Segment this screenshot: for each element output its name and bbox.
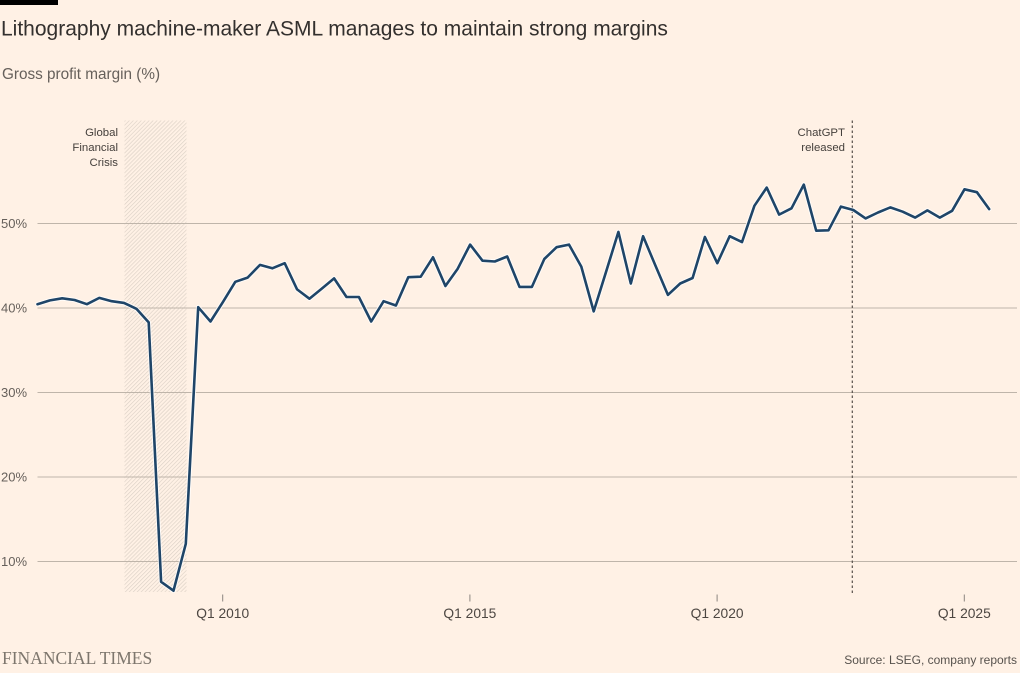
svg-text:40%: 40%: [1, 301, 27, 316]
svg-text:30%: 30%: [1, 385, 27, 400]
svg-text:Crisis: Crisis: [90, 157, 119, 169]
svg-text:Gross profit margin (%): Gross profit margin (%): [2, 66, 160, 83]
svg-text:released: released: [801, 142, 845, 154]
svg-text:Lithography machine-maker ASML: Lithography machine-maker ASML manages t…: [1, 18, 668, 41]
svg-text:FINANCIAL TIMES: FINANCIAL TIMES: [2, 648, 152, 668]
svg-text:50%: 50%: [1, 216, 27, 231]
svg-text:10%: 10%: [1, 554, 27, 569]
svg-text:ChatGPT: ChatGPT: [798, 127, 846, 139]
svg-text:Q1 2010: Q1 2010: [196, 606, 249, 621]
svg-text:Financial: Financial: [72, 142, 118, 154]
svg-text:Q1 2025: Q1 2025: [938, 606, 991, 621]
svg-text:Q1 2015: Q1 2015: [443, 606, 496, 621]
svg-text:Source: LSEG, company reports: Source: LSEG, company reports: [844, 653, 1017, 667]
svg-text:Global: Global: [85, 127, 118, 139]
svg-text:Q1 2020: Q1 2020: [691, 606, 744, 621]
svg-text:20%: 20%: [1, 470, 27, 485]
